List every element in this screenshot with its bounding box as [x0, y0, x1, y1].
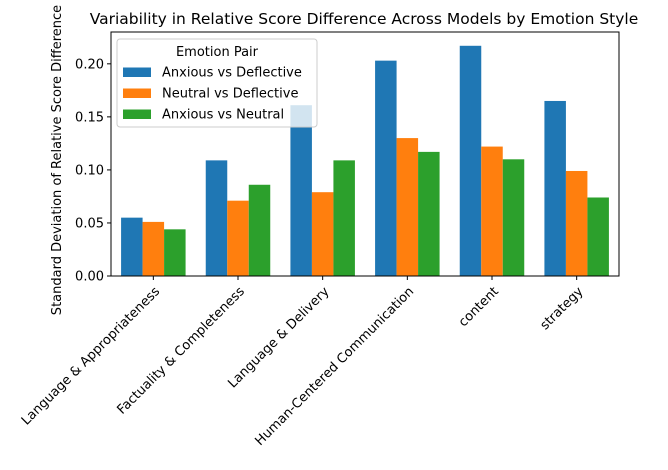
- y-axis-label: Standard Deviation of Relative Score Dif…: [50, 5, 65, 315]
- bars-group: [121, 45, 609, 277]
- bar-2-5: [481, 146, 503, 276]
- bar-2-4: [396, 138, 419, 276]
- legend-items: Anxious vs Deflective Neutral vs Deflecti…: [123, 66, 302, 123]
- y-tick-label: 0.20: [75, 57, 104, 72]
- bar-2-3: [311, 192, 334, 276]
- bar-1-4: [375, 60, 397, 276]
- y-tick-label: 0.10: [75, 163, 104, 178]
- bar-3-1: [164, 229, 186, 276]
- plot-frame: [110, 31, 620, 277]
- y-tick-label: 0.15: [75, 110, 104, 125]
- bar-1-2: [205, 160, 228, 276]
- bar-2-1: [142, 221, 165, 276]
- legend: Emotion Pair Anxious vs Deflective Neutra…: [116, 38, 318, 128]
- legend-label: Anxious vs Neutral: [162, 108, 284, 123]
- legend-label: Anxious vs Deflective: [162, 66, 302, 81]
- bar-3-2: [248, 184, 271, 276]
- legend-title: Emotion Pair: [176, 45, 259, 60]
- x-tick-label: content: [456, 284, 502, 330]
- legend-box: [116, 38, 318, 128]
- x-tick-label: Human-Centered Communication: [252, 284, 417, 449]
- legend-swatch: [123, 88, 151, 98]
- x-tick-label: strategy: [538, 284, 587, 333]
- bar-3-5: [502, 159, 525, 276]
- chart-title: Variability in Relative Score Difference…: [90, 10, 639, 28]
- y-tick-label: 0.05: [75, 216, 104, 231]
- y-tick-label: 0.00: [75, 270, 104, 285]
- legend-swatch: [123, 67, 151, 77]
- x-tick-label: Language & Appropriateness: [19, 284, 163, 428]
- y-axis-ticks: 0.00 0.05 0.10 0.15 0.20: [75, 57, 111, 285]
- bar-3-4: [418, 151, 440, 276]
- bar-1-1: [121, 217, 143, 276]
- bar-3-3: [333, 160, 355, 276]
- bar-1-6: [544, 100, 566, 277]
- bar-3-6: [587, 197, 609, 276]
- bar-1-5: [459, 45, 482, 276]
- legend-label: Neutral vs Deflective: [162, 87, 298, 102]
- legend-swatch: [123, 109, 151, 119]
- bar-2-2: [227, 200, 249, 276]
- bar-1-3: [290, 105, 312, 276]
- bar-2-6: [565, 170, 588, 276]
